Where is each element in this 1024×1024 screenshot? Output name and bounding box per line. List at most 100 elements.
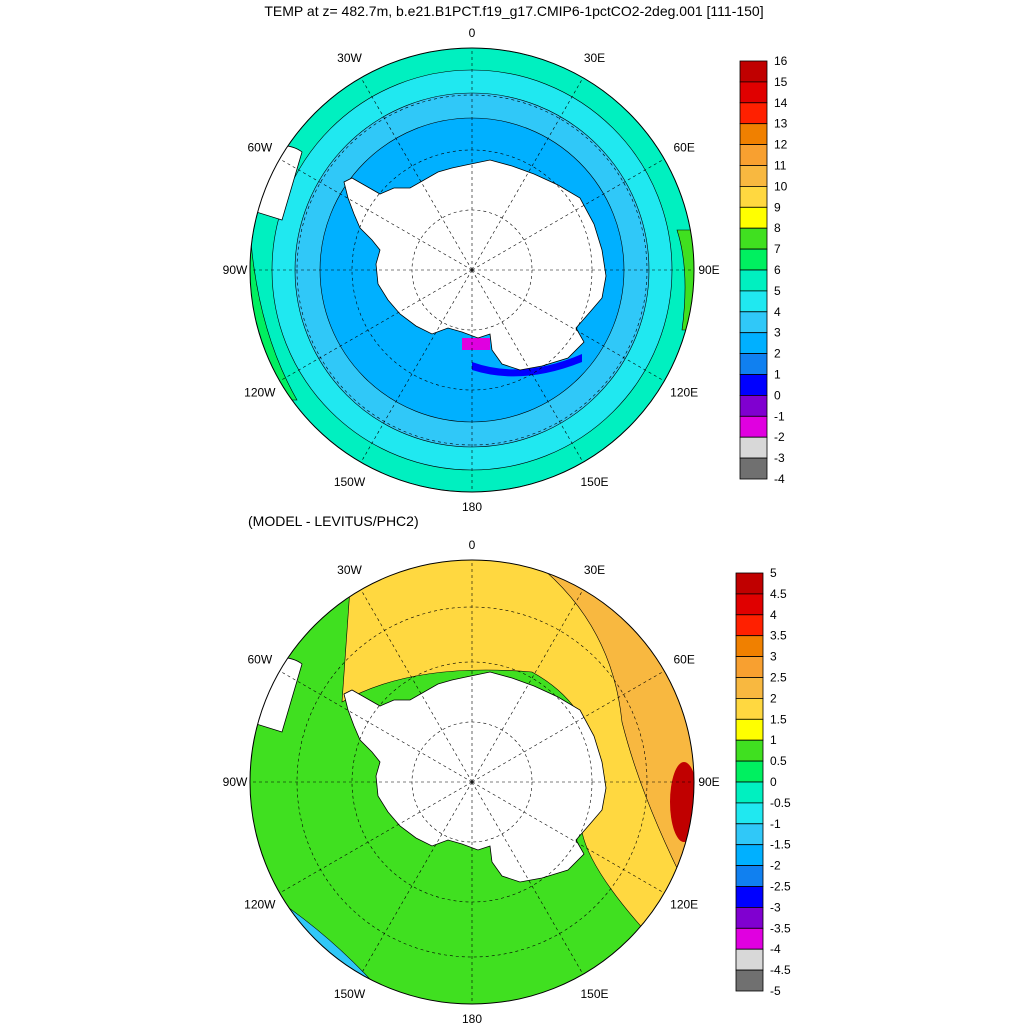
colorbar-segment-4 — [735, 656, 764, 678]
cold-strip-ross — [472, 354, 582, 377]
longitude-label-30E: 30E — [584, 563, 605, 577]
colorbar-segment-17 — [739, 415, 768, 438]
colorbar-segment-15 — [735, 886, 764, 908]
colorbar-segment-11 — [739, 290, 768, 313]
meridian-8 — [279, 269, 473, 382]
colorbar-tick-label: 4 — [770, 608, 777, 622]
colorbar-tick-label: -0.5 — [770, 796, 791, 810]
longitude-label-0: 0 — [469, 26, 476, 40]
colorbar-segment-12 — [739, 311, 768, 334]
colorbar-segment-13 — [739, 332, 768, 355]
colorbar-tick-label: 7 — [774, 242, 781, 256]
colorbar-tick-label: -4 — [774, 472, 785, 486]
meridian-4 — [471, 781, 665, 894]
antarctica-land — [343, 159, 607, 371]
colorbar-tick-label: -1 — [774, 409, 785, 423]
longitude-label-120E: 120E — [670, 386, 698, 400]
colorbar-tick-label: 9 — [774, 200, 781, 214]
colorbar-segment-11 — [735, 802, 764, 825]
longitude-label-30W: 30W — [337, 563, 362, 577]
meridian-4 — [471, 269, 665, 382]
colorbar-tick-label: 2 — [770, 691, 777, 705]
colorbar-tick-label: 1 — [770, 733, 777, 747]
longitude-label-150E: 150E — [580, 475, 608, 489]
colorbar-tick-label: 12 — [774, 138, 788, 152]
colorbar-segment-5 — [739, 165, 768, 187]
longitude-label-180: 180 — [462, 1012, 482, 1024]
colorbar-segment-10 — [739, 269, 768, 292]
colorbar-tick-label: 2.5 — [770, 671, 787, 685]
meridian-1 — [471, 77, 584, 271]
colorbar-segment-0 — [739, 60, 768, 83]
meridian-7 — [360, 781, 473, 975]
longitude-label-30W: 30W — [337, 51, 362, 65]
colorbar-tick-label: -1 — [770, 817, 781, 831]
colorbar-tick-label: -5 — [770, 984, 781, 998]
meridian-10 — [279, 670, 473, 783]
colorbar-segment-7 — [735, 718, 764, 741]
colorbar-segment-19 — [735, 969, 764, 992]
colorbar-segment-12 — [735, 823, 764, 846]
longitude-label-60W: 60W — [247, 653, 272, 667]
meridian-1 — [471, 589, 584, 783]
colorbar-segment-6 — [735, 698, 764, 720]
meridian-7 — [360, 269, 473, 463]
colorbar-segment-6 — [739, 185, 768, 208]
colorbar-segment-18 — [739, 436, 768, 459]
colorbar-tick-label: 13 — [774, 117, 788, 131]
colorbar-segment-18 — [735, 948, 764, 971]
colorbar-tick-label: 5 — [774, 284, 781, 298]
colorbar-segment-9 — [739, 248, 768, 271]
colorbar-tick-label: -3 — [774, 451, 785, 465]
colorbar-tick-label: -3 — [770, 900, 781, 914]
colorbar-tick-label: 11 — [774, 159, 787, 173]
longitude-label-120E: 120E — [670, 898, 698, 912]
colorbar-segment-10 — [735, 781, 764, 804]
colorbar-segment-16 — [739, 394, 768, 417]
meridian-5 — [471, 781, 584, 975]
longitude-label-30E: 30E — [584, 51, 605, 65]
longitude-label-120W: 120W — [244, 386, 276, 400]
colorbar-tick-label: 14 — [774, 96, 788, 110]
colorbar-segment-4 — [739, 144, 768, 166]
colorbar-tick-label: 10 — [774, 179, 788, 193]
colorbar-segment-8 — [739, 227, 768, 250]
colorbar-tick-label: 3 — [774, 326, 781, 340]
colorbar-tick-label: -2 — [770, 859, 781, 873]
colorbar-tick-label: 0.5 — [770, 754, 787, 768]
colorbar-segment-16 — [735, 907, 764, 929]
meridian-10 — [279, 158, 473, 271]
longitude-label-180: 180 — [462, 500, 482, 514]
colorbar-tick-label: -1.5 — [770, 838, 791, 852]
colorbar-segment-7 — [739, 206, 768, 229]
colorbar-tick-label: 16 — [774, 54, 788, 68]
colorbar-segment-15 — [739, 374, 768, 396]
meridian-8 — [279, 781, 473, 894]
colder-region-pacific — [250, 942, 332, 1004]
meridian-11 — [360, 77, 473, 271]
longitude-label-60E: 60E — [673, 141, 694, 155]
meridian-2 — [471, 158, 665, 271]
longitude-label-90E: 90E — [698, 775, 719, 789]
colorbar-segment-19 — [739, 457, 768, 480]
colorbar-segment-14 — [739, 353, 768, 375]
figure-title: TEMP at z= 482.7m, b.e21.B1PCT.f19_g17.C… — [264, 3, 764, 19]
meridian-11 — [360, 589, 473, 783]
colorbar-segment-14 — [735, 865, 764, 887]
colorbar-tick-label: -4 — [770, 942, 781, 956]
colorbar-segment-17 — [735, 927, 764, 950]
meridian-2 — [471, 670, 665, 783]
longitude-label-150W: 150W — [334, 987, 366, 1001]
colorbar-tick-label: 0 — [774, 388, 781, 402]
map-border — [249, 47, 695, 493]
longitude-label-0: 0 — [469, 538, 476, 552]
colorbar-segment-3 — [739, 123, 768, 145]
panel-2-title: (MODEL - LEVITUS/PHC2) — [248, 513, 419, 529]
graticule — [250, 560, 694, 1004]
map-field-temperature — [250, 48, 694, 492]
colorbar-segment-2 — [739, 102, 768, 125]
colorbar-tick-label: -3.5 — [770, 921, 791, 935]
longitude-label-150W: 150W — [334, 475, 366, 489]
